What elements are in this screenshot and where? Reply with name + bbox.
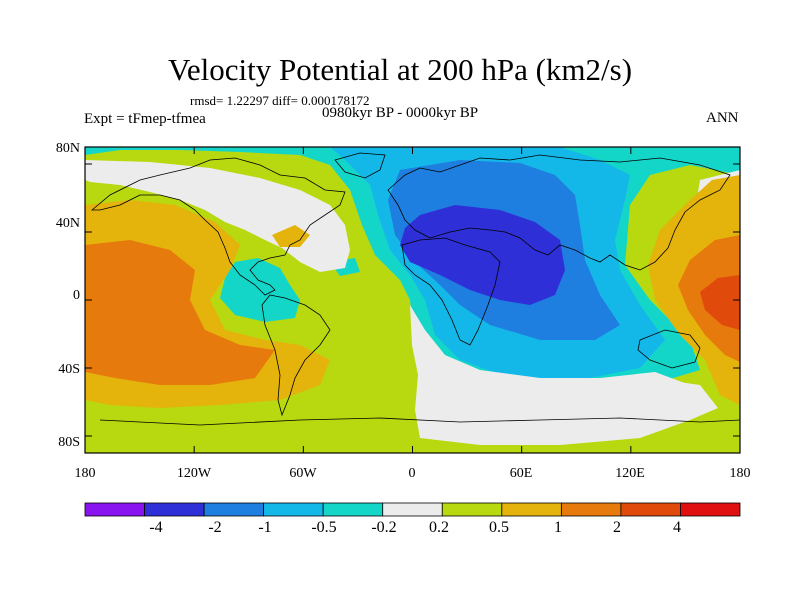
period-label: 0980kyr BP - 0000kyr BP: [322, 105, 479, 121]
lon-label-60w: 60W: [289, 466, 317, 481]
colorbar-label: -4: [149, 519, 163, 536]
colorbar-swatch: [501, 502, 562, 517]
lat-label-40n: 40N: [55, 216, 80, 231]
colorbar-swatch: [322, 502, 384, 517]
lon-label-0: 0: [408, 466, 416, 481]
colorbar-swatch: [680, 502, 741, 517]
lat-label-40s: 40S: [58, 362, 80, 377]
coastlines: [90, 152, 740, 426]
colorbar-swatch: [84, 502, 145, 517]
colorbar: [84, 502, 741, 517]
colorbar-label: 4: [673, 519, 681, 536]
lon-label-120e: 120E: [615, 466, 645, 481]
rmsd-stats: rmsd= 1.22297 diff= 0.000178172: [190, 93, 370, 108]
lat-label-0: 0: [73, 288, 80, 303]
colorbar-label: 0.5: [489, 519, 509, 536]
contour-fill-neutral-sw-pacific: [620, 380, 718, 420]
colorbar-label: 0.2: [429, 519, 449, 536]
colorbar-swatch: [382, 502, 443, 517]
lon-label-60e: 60E: [509, 466, 533, 481]
figure-title: Velocity Potential at 200 hPa (km2/s): [167, 52, 633, 87]
colorbar-label: -2: [208, 519, 222, 536]
contour-fill-2-4-core: [700, 275, 740, 330]
colorbar-label: -0.2: [371, 519, 397, 536]
velocity-potential-field: [85, 147, 740, 453]
season-label: ANN: [706, 110, 739, 126]
lon-label-180w: 180: [74, 466, 96, 481]
colorbar-swatch: [263, 502, 324, 517]
colorbar-swatch: [620, 502, 681, 517]
colorbar-label: -1: [258, 519, 272, 536]
contour-fill-neutral-south-atlantic: [410, 305, 690, 445]
colorbar-label: -0.5: [311, 519, 337, 536]
lon-label-180e: 180: [729, 466, 751, 481]
lat-label-80n: 80N: [55, 141, 80, 156]
colorbar-swatch: [560, 502, 622, 517]
contour-fill-0.5-1-small: [272, 225, 310, 247]
lon-label-120w: 120W: [176, 466, 212, 481]
contour-fill-1-2-east-pacific: [85, 240, 275, 385]
map-frame: [84, 146, 741, 454]
contour-fill-neg4-neg2: [400, 205, 565, 305]
colorbar-swatch: [203, 502, 265, 517]
experiment-label: Expt = tFmep-tfmea: [84, 111, 206, 127]
colorbar-label: 2: [613, 519, 621, 536]
colorbar-label: 1: [554, 519, 562, 536]
lat-label-80s: 80S: [58, 435, 80, 450]
colorbar-swatch: [441, 502, 503, 517]
colorbar-swatch: [144, 502, 205, 517]
